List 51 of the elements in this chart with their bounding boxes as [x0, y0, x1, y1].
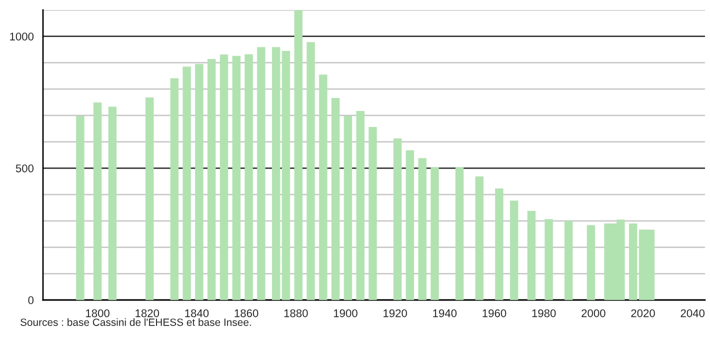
- bar: [182, 66, 191, 300]
- bar: [195, 64, 204, 300]
- bar: [418, 158, 426, 300]
- bar: [319, 74, 328, 300]
- y-tick-label: 0: [28, 296, 34, 304]
- bar: [76, 116, 84, 300]
- bar: [208, 59, 216, 300]
- x-tick-label: 1960: [482, 309, 506, 318]
- bar: [108, 106, 117, 300]
- x-tick-label: 1980: [532, 309, 556, 318]
- bar: [146, 98, 154, 300]
- bar: [368, 127, 377, 300]
- bar: [586, 225, 596, 300]
- bar: [629, 224, 638, 300]
- bar: [356, 110, 364, 300]
- x-tick-label: 1940: [433, 309, 457, 318]
- bar: [282, 50, 290, 300]
- bar: [306, 42, 315, 300]
- bar: [272, 47, 280, 300]
- y-tick-label: 500: [16, 164, 34, 172]
- bar: [294, 10, 302, 300]
- y-tick-label: 1000: [10, 32, 34, 40]
- source-note: Sources : base Cassini de l'EHESS et base Insee.: [20, 318, 251, 326]
- bar: [527, 210, 536, 300]
- x-tick-label: 1900: [334, 309, 358, 318]
- bar: [406, 150, 414, 300]
- bar: [393, 138, 402, 300]
- bar: [331, 98, 340, 300]
- bar: [257, 47, 266, 300]
- bar: [430, 167, 439, 300]
- x-tick-label: 2020: [631, 309, 655, 318]
- bar: [344, 116, 352, 300]
- x-tick-label: 2000: [582, 309, 606, 318]
- bar: [244, 54, 253, 300]
- bar: [564, 220, 573, 300]
- bar: [455, 167, 464, 300]
- bar: [544, 219, 553, 300]
- x-tick-label: 1860: [234, 309, 258, 318]
- bar: [510, 200, 518, 300]
- x-tick-label: 1920: [384, 309, 407, 318]
- x-tick-label: 1820: [136, 309, 160, 318]
- bar: [170, 78, 178, 300]
- x-tick-label: 1800: [86, 309, 110, 318]
- bar: [475, 176, 484, 300]
- x-tick-label: 1880: [284, 309, 308, 318]
- x-tick-label: 2040: [680, 309, 705, 318]
- bar: [93, 102, 102, 300]
- bar: [232, 56, 240, 300]
- x-tick-label: 1840: [185, 309, 209, 318]
- bar: [495, 188, 504, 300]
- bar: [220, 54, 228, 300]
